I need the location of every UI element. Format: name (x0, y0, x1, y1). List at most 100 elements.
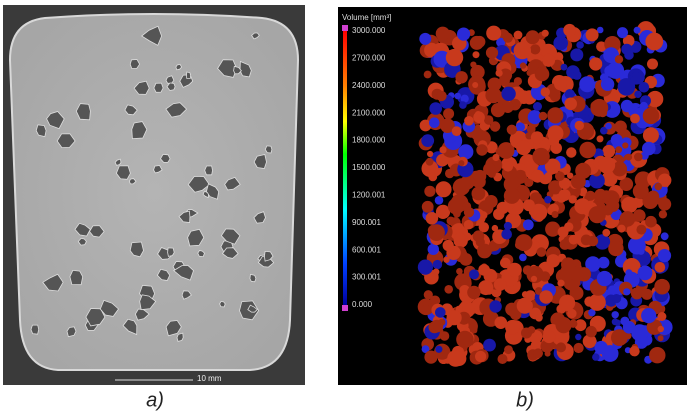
red-pore (458, 160, 465, 167)
red-pore (525, 30, 540, 45)
scale-bar-label: 10 mm (197, 374, 222, 383)
blue-pore (622, 321, 636, 334)
red-pore (473, 35, 486, 48)
pore (129, 59, 141, 69)
red-pore (556, 342, 566, 353)
red-pore (547, 125, 564, 142)
red-pore (641, 288, 653, 300)
red-pore (505, 319, 520, 335)
red-pore (442, 239, 454, 252)
red-pore (443, 108, 455, 120)
red-pore (478, 280, 494, 296)
blue-pore (429, 102, 443, 115)
red-pore (657, 325, 664, 333)
red-pore (484, 115, 494, 125)
pore (221, 247, 239, 259)
blue-pore (611, 311, 619, 319)
red-pore (436, 153, 449, 167)
red-pore (574, 198, 591, 215)
blue-pore (421, 134, 435, 148)
red-pore (546, 254, 560, 268)
red-pore (463, 219, 474, 230)
pore (115, 165, 131, 180)
blue-pore (417, 259, 433, 275)
red-pore (485, 87, 502, 104)
red-pore (579, 141, 596, 159)
blue-pore (544, 195, 552, 204)
red-pore (436, 90, 447, 102)
red-pore (534, 66, 550, 82)
blue-pore (458, 144, 474, 160)
red-pore (462, 201, 472, 211)
red-pore (619, 177, 634, 191)
red-pore (494, 316, 508, 330)
red-pore (423, 70, 432, 79)
blue-pore (579, 76, 596, 93)
blue-pore (611, 318, 619, 326)
red-pore (614, 55, 624, 64)
red-pore (542, 330, 556, 344)
red-pore (544, 158, 561, 175)
red-pore (423, 290, 433, 300)
red-pore (476, 144, 488, 156)
red-pore (646, 319, 663, 335)
colorbar-label: 0.000 (352, 300, 373, 309)
red-pore (540, 87, 550, 97)
red-pore (439, 331, 450, 341)
pore (131, 121, 148, 140)
red-pore (588, 206, 606, 224)
pore (77, 237, 87, 246)
red-pore (495, 69, 503, 77)
blue-pore (617, 27, 628, 39)
red-pore (617, 224, 626, 233)
caption-b: b) (516, 389, 534, 411)
red-pore (551, 211, 559, 218)
red-pore (582, 334, 597, 349)
blue-pore (496, 37, 506, 48)
blue-pore (501, 86, 516, 102)
red-pore (568, 195, 577, 204)
red-pore (435, 181, 452, 198)
red-pore (472, 51, 480, 59)
red-pore (608, 240, 624, 257)
pore (247, 304, 258, 313)
caption-a: a) (146, 389, 164, 411)
blue-pore (600, 77, 615, 91)
red-pore (497, 354, 508, 364)
red-pore (568, 234, 579, 245)
red-pore (421, 304, 431, 314)
red-pore (464, 116, 474, 126)
red-pore (513, 41, 531, 60)
red-pore (502, 32, 513, 43)
pore (253, 154, 267, 169)
pore (175, 63, 183, 71)
red-pore (472, 230, 485, 242)
red-pore (538, 111, 548, 121)
red-pore (419, 119, 432, 132)
red-pore (571, 174, 586, 190)
blue-pore (435, 345, 443, 353)
red-pore (486, 25, 502, 41)
blue-pore (637, 265, 653, 281)
pore (122, 318, 138, 336)
pores (30, 25, 275, 342)
red-pore (554, 77, 567, 91)
pore (75, 103, 91, 121)
blue-pore (594, 234, 611, 250)
red-pore (473, 169, 487, 183)
blue-pore (435, 307, 446, 318)
red-pore (654, 278, 670, 295)
blue-pore (604, 65, 616, 77)
blue-pore (600, 126, 608, 135)
blue-pore (501, 229, 512, 240)
colorbar-label: 3000.000 (352, 26, 386, 35)
red-pore (622, 142, 629, 149)
red-pore (657, 335, 664, 342)
red-pore (615, 146, 623, 154)
colorbar-label: 1800.000 (352, 136, 386, 145)
red-pore (602, 144, 616, 158)
red-pore (490, 103, 506, 118)
colorbar-label: 2400.000 (352, 81, 386, 90)
